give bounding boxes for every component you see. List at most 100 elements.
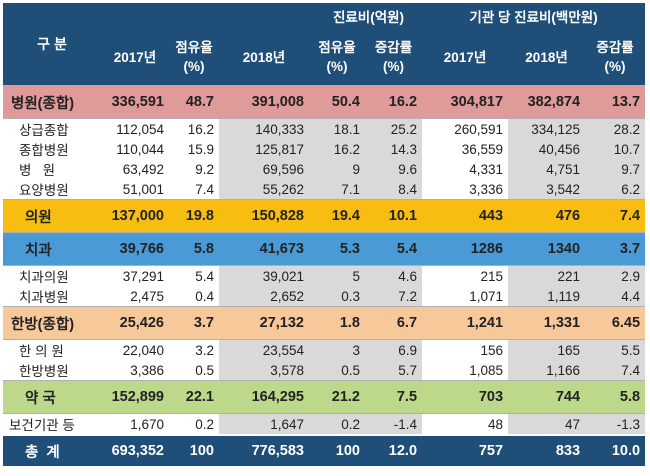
cell: 1,670 xyxy=(130,416,164,432)
cell: 5.4 xyxy=(195,268,214,284)
cell: 1286 xyxy=(422,232,509,266)
cell: 13.7 xyxy=(585,85,646,119)
cell: 7.2 xyxy=(365,286,423,307)
cell: 5 xyxy=(309,265,365,286)
cell: 16.2 xyxy=(309,139,365,159)
header-share-2017: 점유율 (%) xyxy=(169,29,219,86)
cell: 140,333 xyxy=(219,118,309,139)
cell: 3.7 xyxy=(169,306,219,340)
table-row: 병원(종합) 336,591 48.7 391,008 50.4 16.2 30… xyxy=(3,85,646,119)
cell: 100 xyxy=(169,434,219,466)
table-row: 약 국 152,899 22.1 164,295 21.2 7.5 703 74… xyxy=(3,380,646,414)
cell: 165 xyxy=(508,339,586,360)
table-row: 의원 137,000 19.8 150,828 19.4 10.1 443 47… xyxy=(3,199,646,233)
cell: 12.0 xyxy=(365,434,423,466)
cell: 5.8 xyxy=(585,380,646,414)
cell: 1,647 xyxy=(219,413,309,435)
cell: 304,817 xyxy=(422,85,509,119)
row-label: 치과의원 xyxy=(19,270,69,285)
header-inst-change: 증감률 (%) xyxy=(585,29,646,86)
cell: 152,899 xyxy=(101,380,169,414)
cell: 21.2 xyxy=(309,380,365,414)
cell: 0.3 xyxy=(309,286,365,307)
cell: 125,817 xyxy=(219,139,309,159)
cell: 51,001 xyxy=(122,181,164,197)
cell: 150,828 xyxy=(219,199,309,233)
header-inst-2017: 2017년 xyxy=(422,29,509,86)
cell: 1,119 xyxy=(508,286,586,307)
header-2018: 2018년 xyxy=(219,29,309,86)
cell: 744 xyxy=(508,380,586,414)
cell: 0.2 xyxy=(309,413,365,435)
table-row-total: 총 계 693,352 100 776,583 100 12.0 757 833… xyxy=(3,434,646,466)
row-label: 치과 xyxy=(3,232,101,266)
cell: 443 xyxy=(422,199,509,233)
row-label: 약 국 xyxy=(3,380,101,414)
cell: 7.4 xyxy=(195,181,214,197)
header-share-2018-text: 점유율 (%) xyxy=(318,40,356,74)
table-row: 병 원 63,492 9.2 69,596 9 9.6 4,331 4,751 … xyxy=(3,159,646,179)
header-group-per-institution: 기관 당 진료비(백만원) xyxy=(422,3,646,29)
cell: 1,166 xyxy=(508,360,586,381)
header-group-costs: 진료비(억원) xyxy=(101,3,423,29)
cell: 5.4 xyxy=(365,232,423,266)
cell: 10.7 xyxy=(585,139,646,159)
cell: 3,542 xyxy=(508,179,586,200)
header-share-2017-text: 점유율 (%) xyxy=(175,40,213,74)
cell: 25,426 xyxy=(101,306,169,340)
cell: 391,008 xyxy=(219,85,309,119)
cell: 4.4 xyxy=(585,286,646,307)
table-row: 보건기관 등 1,670 0.2 1,647 0.2 -1.4 48 47 -1… xyxy=(3,413,646,435)
row-label: 한방(종합) xyxy=(3,306,101,340)
cell: 16.2 xyxy=(365,85,423,119)
cell: 23,554 xyxy=(219,339,309,360)
cell: 8.4 xyxy=(365,179,423,200)
cell: 1,071 xyxy=(469,288,504,304)
table-row: 한 의 원 22,040 3.2 23,554 3 6.9 156 165 5.… xyxy=(3,339,646,360)
cell: 110,044 xyxy=(116,141,164,157)
cell: 48.7 xyxy=(169,85,219,119)
cell: 221 xyxy=(508,265,586,286)
cell: 19.8 xyxy=(169,199,219,233)
header-2017: 2017년 xyxy=(101,29,169,86)
cell: 9 xyxy=(309,159,365,179)
cell: 16.2 xyxy=(187,121,214,137)
row-label: 치과병원 xyxy=(19,290,69,305)
cell: 4,331 xyxy=(469,161,504,177)
cell: 10.1 xyxy=(365,199,423,233)
cell: 14.3 xyxy=(365,139,423,159)
cell: 41,673 xyxy=(219,232,309,266)
cell: 55,262 xyxy=(219,179,309,200)
cell: 0.5 xyxy=(195,362,214,378)
cell: 215 xyxy=(480,268,504,284)
cell: 2.9 xyxy=(585,265,646,286)
table-row: 치과 39,766 5.8 41,673 5.3 5.4 1286 1340 3… xyxy=(3,232,646,266)
cell: 5.3 xyxy=(309,232,365,266)
cell: 4.6 xyxy=(365,265,423,286)
cell: 0.4 xyxy=(195,288,214,304)
cell: 22.1 xyxy=(169,380,219,414)
cell: 5.5 xyxy=(585,339,646,360)
medical-cost-table-container: 구 분 진료비(억원) 기관 당 진료비(백만원) 2017년 점유율 (%) … xyxy=(3,3,646,466)
table-row: 한방병원 3,386 0.5 3,578 0.5 5.7 1,085 1,166… xyxy=(3,360,646,381)
header-row-columns: 2017년 점유율 (%) 2018년 점유율 (%) 증감률 (%) 2017… xyxy=(3,29,646,86)
cell: 260,591 xyxy=(454,121,504,137)
cell: 15.9 xyxy=(187,141,214,157)
cell: 334,125 xyxy=(508,118,586,139)
cell: 776,583 xyxy=(219,434,309,466)
header-inst-2018: 2018년 xyxy=(508,29,586,86)
cell: 3.7 xyxy=(585,232,646,266)
header-category: 구 분 xyxy=(3,3,101,86)
table-row: 요양병원 51,001 7.4 55,262 7.1 8.4 3,336 3,5… xyxy=(3,179,646,200)
cell: 693,352 xyxy=(101,434,169,466)
cell: 69,596 xyxy=(219,159,309,179)
cell: 5.7 xyxy=(365,360,423,381)
cell: 39,766 xyxy=(101,232,169,266)
cell: 9.6 xyxy=(365,159,423,179)
cell: 63,492 xyxy=(122,161,164,177)
cell: 50.4 xyxy=(309,85,365,119)
cell: 156 xyxy=(480,342,504,358)
cell: 4,751 xyxy=(508,159,586,179)
row-label: 한 의 원 xyxy=(19,344,64,359)
cell: 9.2 xyxy=(195,161,214,177)
